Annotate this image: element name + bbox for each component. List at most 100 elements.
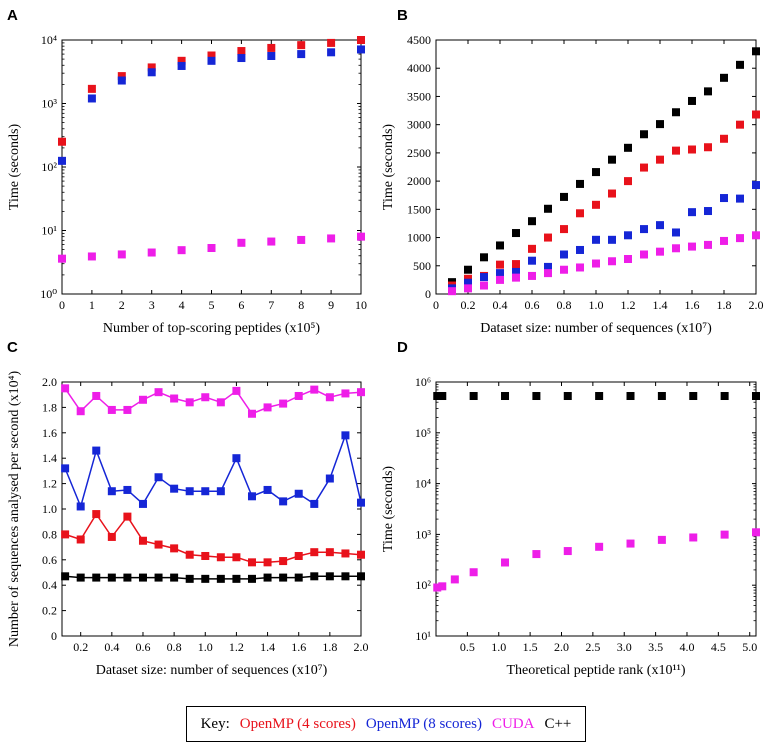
data-point bbox=[592, 200, 600, 209]
data-point bbox=[279, 573, 288, 582]
x-tick-label: 1.8 bbox=[322, 640, 337, 654]
data-point bbox=[201, 393, 210, 402]
data-point bbox=[501, 392, 510, 401]
x-tick-label: 3.0 bbox=[617, 640, 632, 654]
x-tick-label: 1.5 bbox=[523, 640, 538, 654]
data-point bbox=[688, 96, 696, 105]
data-point bbox=[496, 241, 504, 250]
data-point bbox=[672, 244, 680, 253]
data-point bbox=[267, 43, 276, 52]
data-point bbox=[185, 550, 194, 559]
data-point bbox=[704, 240, 712, 249]
data-point bbox=[76, 535, 85, 544]
x-tick-label: 0.4 bbox=[104, 640, 119, 654]
data-point bbox=[138, 573, 147, 582]
data-point bbox=[608, 235, 616, 244]
data-point bbox=[576, 179, 584, 188]
x-tick-label: 4.0 bbox=[679, 640, 694, 654]
data-point bbox=[450, 575, 459, 584]
data-point bbox=[76, 573, 85, 582]
data-point bbox=[496, 269, 504, 278]
data-point bbox=[357, 232, 365, 241]
data-point bbox=[147, 248, 156, 257]
x-tick-label: 0.6 bbox=[135, 640, 150, 654]
y-axis-label: Number of sequences analysed per second … bbox=[7, 371, 22, 648]
series-openmp-8-scores- bbox=[58, 45, 365, 165]
data-point bbox=[247, 558, 256, 567]
data-point bbox=[263, 573, 272, 582]
x-tick-label: 2.0 bbox=[749, 298, 764, 312]
data-point bbox=[608, 189, 616, 198]
data-point bbox=[688, 208, 696, 217]
data-point bbox=[357, 36, 365, 44]
data-point bbox=[294, 391, 303, 400]
y-tick-label: 10¹ bbox=[415, 629, 431, 643]
x-tick-label: 8 bbox=[298, 298, 304, 312]
data-point bbox=[117, 76, 126, 85]
data-point bbox=[357, 572, 365, 581]
y-tick-label: 10⁰ bbox=[40, 287, 57, 301]
data-point bbox=[237, 238, 246, 247]
y-tick-label: 10⁵ bbox=[415, 426, 431, 440]
data-point bbox=[263, 403, 272, 412]
data-point bbox=[560, 265, 568, 274]
data-point bbox=[563, 547, 572, 556]
data-point bbox=[752, 392, 760, 401]
data-point bbox=[672, 146, 680, 155]
data-point bbox=[154, 473, 163, 482]
x-tick-label: 2 bbox=[119, 298, 125, 312]
data-point bbox=[608, 257, 616, 266]
x-tick-label: 2.0 bbox=[554, 640, 569, 654]
data-point bbox=[752, 231, 760, 240]
y-tick-label: 10⁴ bbox=[41, 33, 57, 47]
panel-c: C 0 0.2 0.4 0.6 0.8 1.0 1.2 1.4 1.6 1.8 2.0 0.2 0.4 0.… bbox=[7, 339, 369, 678]
data-point bbox=[117, 72, 126, 81]
data-point bbox=[544, 269, 552, 278]
data-point bbox=[560, 250, 568, 259]
data-point bbox=[433, 583, 442, 592]
data-point bbox=[704, 143, 712, 152]
series-cuda bbox=[58, 232, 365, 263]
data-point bbox=[61, 572, 70, 581]
x-tick-label: 4 bbox=[179, 298, 185, 312]
x-axis-label: Dataset size: number of sequences (x10⁷) bbox=[96, 663, 328, 678]
data-point bbox=[92, 446, 101, 455]
data-point bbox=[117, 250, 126, 259]
data-point bbox=[608, 155, 616, 164]
data-point bbox=[232, 574, 241, 583]
y-tick-label: 10² bbox=[41, 160, 57, 174]
data-point bbox=[563, 392, 572, 401]
data-point bbox=[576, 263, 584, 272]
data-point bbox=[76, 407, 85, 416]
panel-d: D 10¹ 10² 10³ 10⁴ 10⁵ 10⁶ 0.5 1.0 1.5 2.0 2.5 3.0 3.5… bbox=[381, 339, 760, 678]
data-point bbox=[438, 582, 447, 591]
data-point bbox=[170, 544, 179, 553]
data-point bbox=[147, 63, 156, 72]
data-point bbox=[185, 398, 194, 407]
y-tick-label: 1.6 bbox=[42, 426, 57, 440]
x-tick-label: 1.4 bbox=[260, 640, 275, 654]
data-point bbox=[138, 536, 147, 545]
data-point bbox=[170, 573, 179, 582]
data-point bbox=[640, 225, 648, 234]
y-tick-label: 3000 bbox=[407, 118, 431, 132]
x-tick-label: 5 bbox=[209, 298, 215, 312]
data-point bbox=[624, 143, 632, 152]
data-point bbox=[640, 250, 648, 259]
data-point bbox=[341, 549, 350, 558]
data-point bbox=[92, 510, 101, 519]
data-point bbox=[512, 273, 520, 282]
x-axis-label: Number of top-scoring peptides (x10⁵) bbox=[103, 321, 321, 336]
data-point bbox=[357, 550, 365, 559]
figure-canvas: A 10⁰ 10¹ 10² 10³ 10⁴ 0 1 2 3 4 5 6 7 8 9 10 Number of to… bbox=[7, 7, 764, 678]
data-point bbox=[752, 528, 760, 537]
x-axis-label: Dataset size: number of sequences (x10⁷) bbox=[480, 321, 712, 336]
data-point bbox=[263, 485, 272, 494]
data-point bbox=[496, 260, 504, 269]
data-point bbox=[704, 207, 712, 216]
series-openmp-4-scores- bbox=[61, 510, 365, 567]
x-tick-label: 1.2 bbox=[229, 640, 244, 654]
data-point bbox=[123, 573, 132, 582]
data-point bbox=[656, 155, 664, 164]
x-tick-label: 0.2 bbox=[461, 298, 476, 312]
